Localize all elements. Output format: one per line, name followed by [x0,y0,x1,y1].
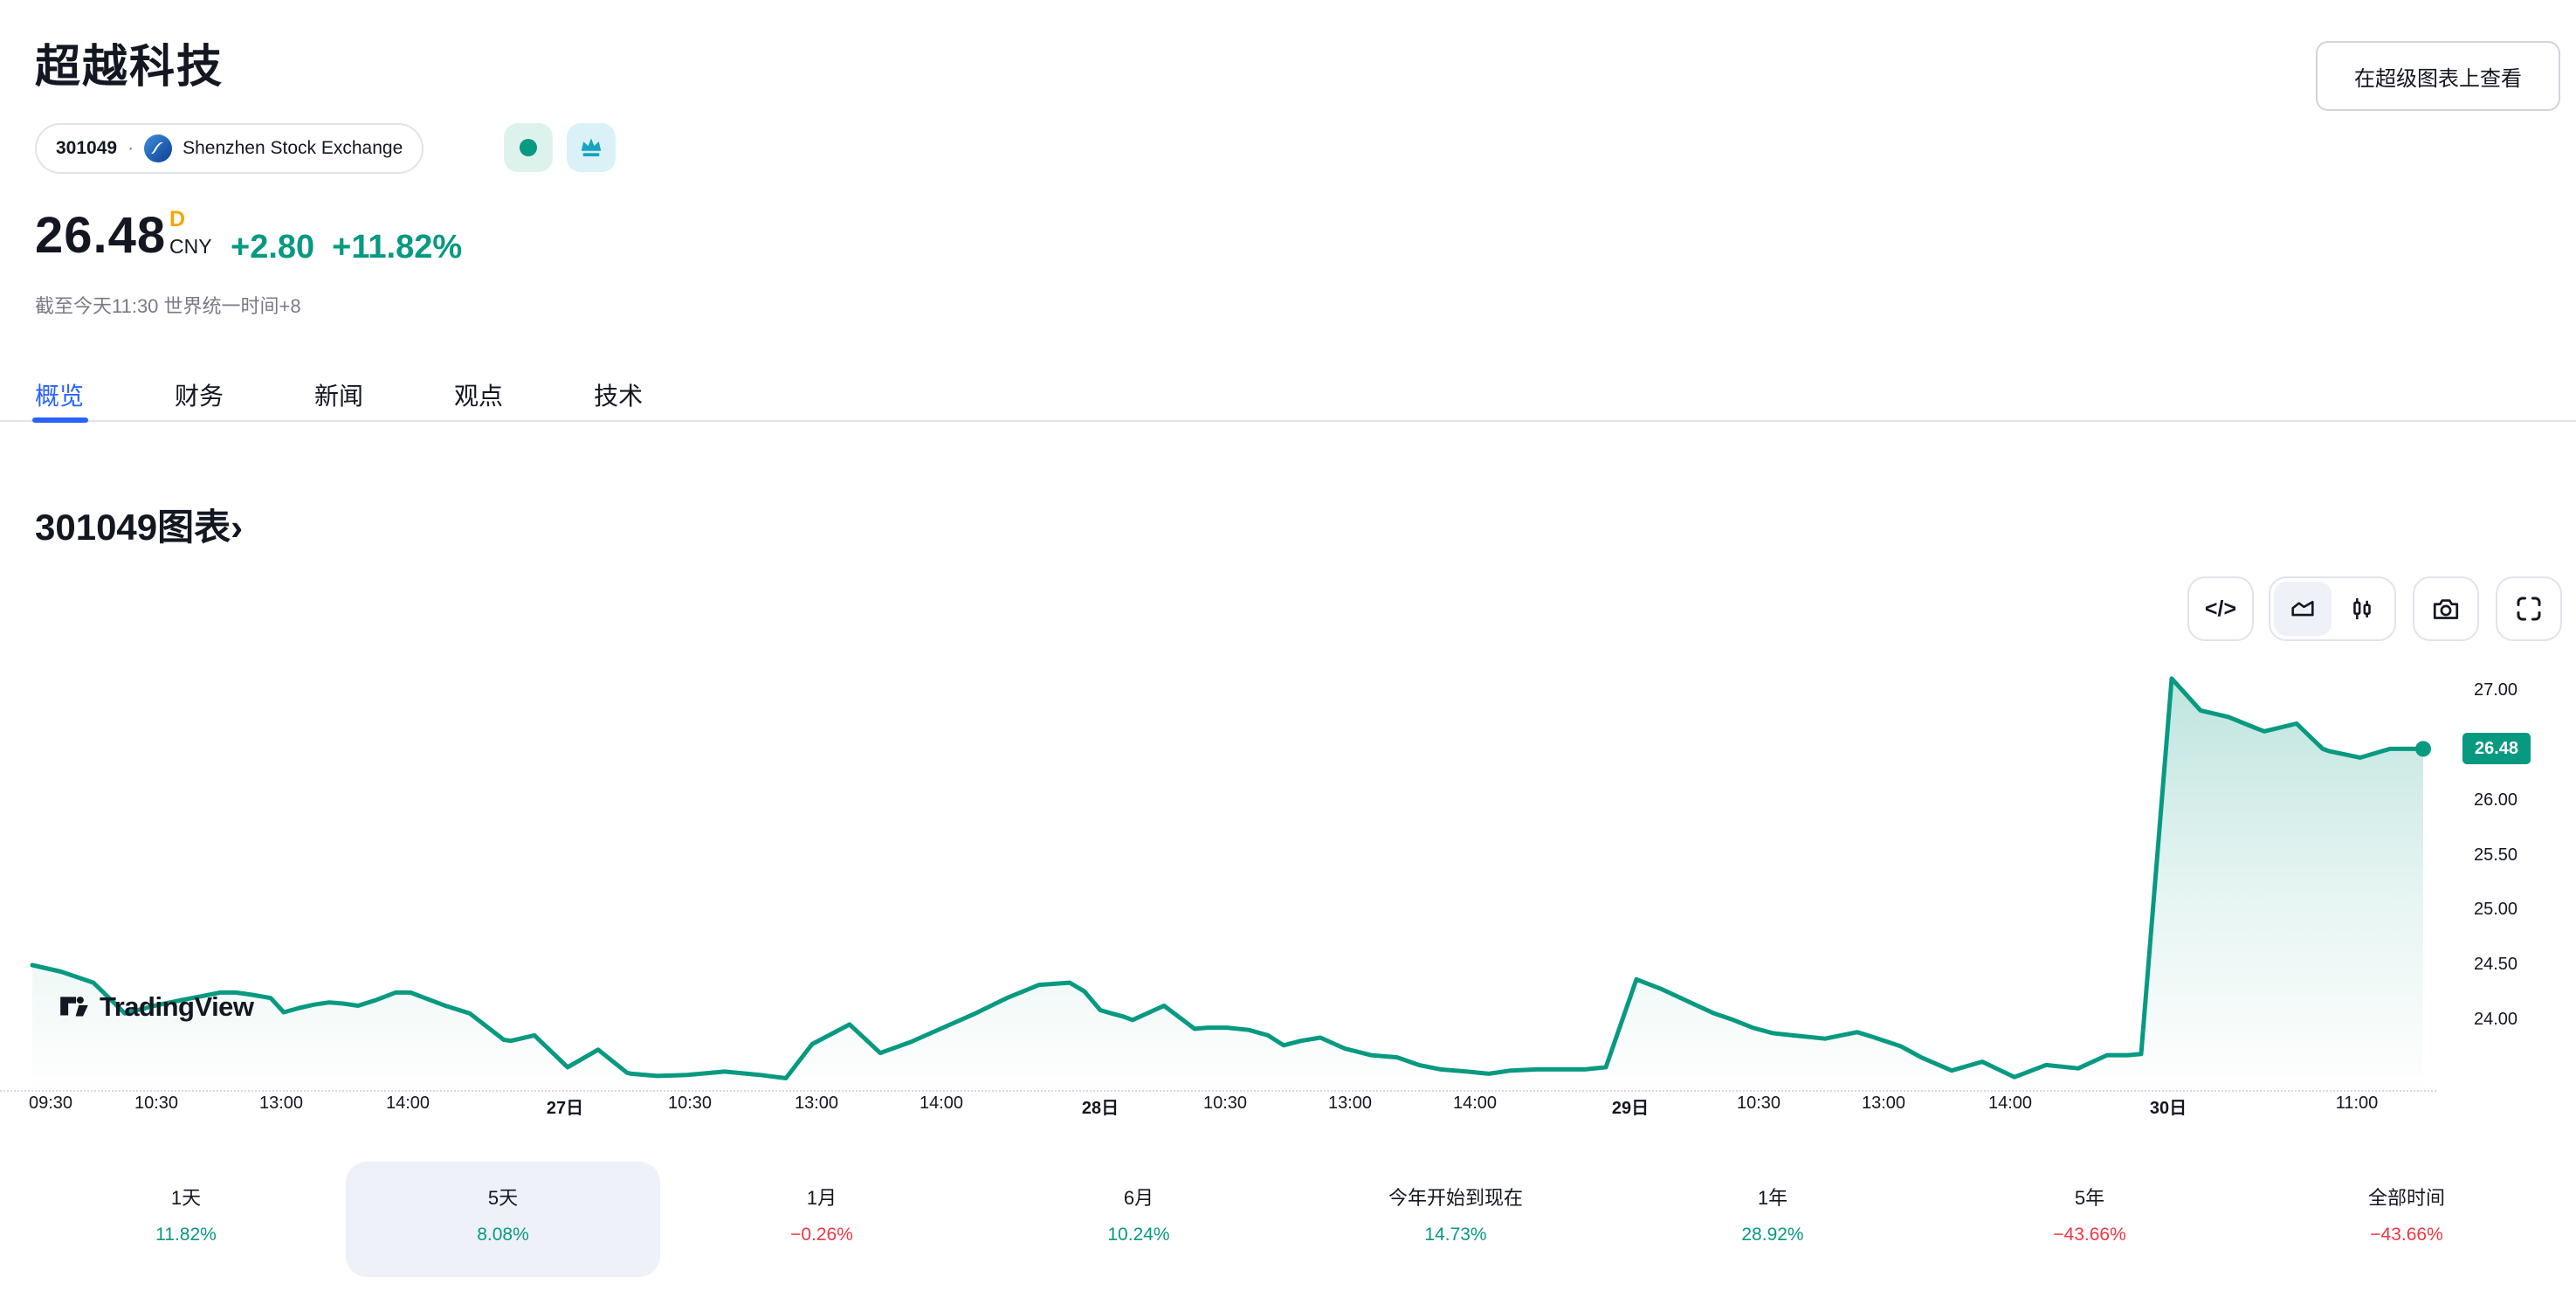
time-axis-label: 11:00 [2335,1094,2379,1113]
shenzhen-exchange-logo-icon [144,135,173,162]
timeframe-change-percent: 11.82% [155,1225,217,1245]
time-axis-label: 28日 [1081,1099,1119,1118]
timeframe-change-percent: 28.92% [1741,1225,1804,1245]
timeframe-all-button[interactable]: 全部时间 −43.66% [2249,1162,2564,1277]
timeframe-label: 5天 [487,1187,519,1209]
timeframe-change-percent: −43.66% [2053,1225,2126,1245]
time-axis-label: 09:30 [28,1094,73,1113]
price-axis-label: 27.00 [2474,680,2518,700]
market-open-status-chip[interactable] [504,123,553,172]
tab-technicals[interactable]: 技术 [594,383,644,410]
candles-chart-button[interactable] [2333,582,2391,636]
time-axis-label: 13:00 [258,1094,304,1113]
timeframe-change-percent: 8.08% [477,1225,529,1245]
tradingview-logo-icon [60,997,88,1017]
exchange-name: Shenzhen Stock Exchange [183,138,403,158]
section-tabs: 概览 财务 新闻 观点 技术 [35,377,643,412]
time-axis-label: 10:30 [134,1094,179,1113]
tradingview-wordmark: TradingView [100,991,254,1022]
time-axis-label: 14:00 [385,1094,430,1113]
chart-section-heading[interactable]: 301049图表› [35,507,244,548]
tab-overview[interactable]: 概览 [35,383,85,410]
time-axis-label: 30日 [2149,1099,2187,1118]
area-chart-button[interactable] [2274,582,2331,636]
timeframe-change-percent: 10.24% [1107,1225,1170,1245]
snapshot-camera-button[interactable] [2413,576,2479,641]
timeframe-change-percent: −43.66% [2370,1225,2443,1245]
timeframe-1y-button[interactable]: 1年 28.92% [1615,1162,1930,1277]
timeframe-1d-button[interactable]: 1天 11.82% [29,1162,343,1277]
timeframe-label: 1月 [806,1187,837,1209]
price-axis-label: 25.00 [2474,900,2518,919]
change-percent: +11.82% [332,229,463,266]
time-axis-label: 10:30 [1202,1094,1248,1113]
camera-icon [2433,599,2459,619]
timeframe-1m-button[interactable]: 1月 −0.26% [665,1162,979,1277]
time-axis-label: 14:00 [919,1094,964,1113]
timeframe-5y-button[interactable]: 5年 −43.66% [1932,1162,2247,1277]
time-axis-label: 29日 [1611,1099,1650,1118]
crown-icon [581,138,602,156]
timeframe-label: 6月 [1123,1187,1154,1209]
ticker-code: 301049 [56,138,118,158]
price-area-chart[interactable] [0,651,2436,1096]
price-line [30,676,2426,1080]
time-axis-divider [0,1090,2436,1092]
premium-crown-chip[interactable] [567,123,616,172]
time-axis-label: 13:00 [1861,1094,1906,1113]
ticker-separator: · [127,138,134,158]
price-change: +2.80 +11.82% [231,229,462,266]
last-price-axis-tag: 26.48 [2462,733,2531,764]
tabs-divider [0,420,2576,422]
code-view-button[interactable]: </> [2187,576,2254,641]
tab-financials[interactable]: 财务 [175,383,224,410]
last-price-dot [2415,741,2431,757]
timeframe-label: 全部时间 [2367,1187,2445,1209]
time-axis-label: 10:30 [1736,1094,1781,1113]
time-axis-label: 14:00 [1987,1094,2033,1113]
market-open-dot-icon [520,139,537,156]
timeframe-6m-button[interactable]: 6月 10.24% [981,1162,1296,1277]
timeframe-change-percent: −0.26% [790,1225,853,1245]
ticker-pill[interactable]: 301049 · Shenzhen Stock Exchange [35,123,424,174]
time-axis-label: 27日 [546,1099,584,1118]
timeframe-change-percent: 14.73% [1424,1225,1487,1245]
view-on-superchart-button[interactable]: 在超级图表上查看 [2316,41,2560,111]
time-axis-label: 13:00 [1327,1094,1373,1113]
change-absolute: +2.80 [231,229,315,266]
price-axis-label: 25.50 [2474,845,2518,865]
price-axis-label: 24.00 [2474,1010,2518,1029]
timeframe-selector-row: 1天 11.82% 5天 8.08% 1月 −0.26% 6月 10.24% 今年开始到现在 14… [0,1162,2576,1284]
timeframe-label: 1天 [170,1187,202,1209]
time-axis-label: 10:30 [667,1094,713,1113]
price-axis-label: 24.50 [2474,955,2518,974]
chart-style-toggle [2269,576,2396,641]
tab-news[interactable]: 新闻 [314,383,364,410]
stock-title: 超越科技 [35,42,224,93]
area-chart-icon [2291,600,2314,617]
area-fill [32,678,2423,1092]
candles-chart-icon [2353,597,2371,620]
last-price: 26.48 [35,207,167,264]
timeframe-label: 1年 [1757,1187,1788,1209]
tradingview-attribution[interactable]: TradingView [58,990,254,1024]
currency-code: CNY [169,235,212,258]
timeframe-flag[interactable]: D [169,207,186,231]
as-of-timestamp: 截至今天11:30 世界统一时间+8 [35,295,301,317]
fullscreen-button[interactable] [2496,576,2562,641]
price-axis-label: 26.00 [2474,790,2518,810]
timeframe-ytd-button[interactable]: 今年开始到现在 14.73% [1298,1162,1613,1277]
timeframe-label: 今年开始到现在 [1388,1187,1523,1209]
active-tab-underline [32,417,88,423]
tab-ideas[interactable]: 观点 [454,383,504,410]
time-axis-label: 13:00 [794,1094,839,1113]
timeframe-label: 5年 [2074,1187,2105,1209]
fullscreen-icon [2517,597,2541,621]
time-axis-label: 14:00 [1452,1094,1498,1113]
timeframe-5d-button[interactable]: 5天 8.08% [346,1162,660,1277]
